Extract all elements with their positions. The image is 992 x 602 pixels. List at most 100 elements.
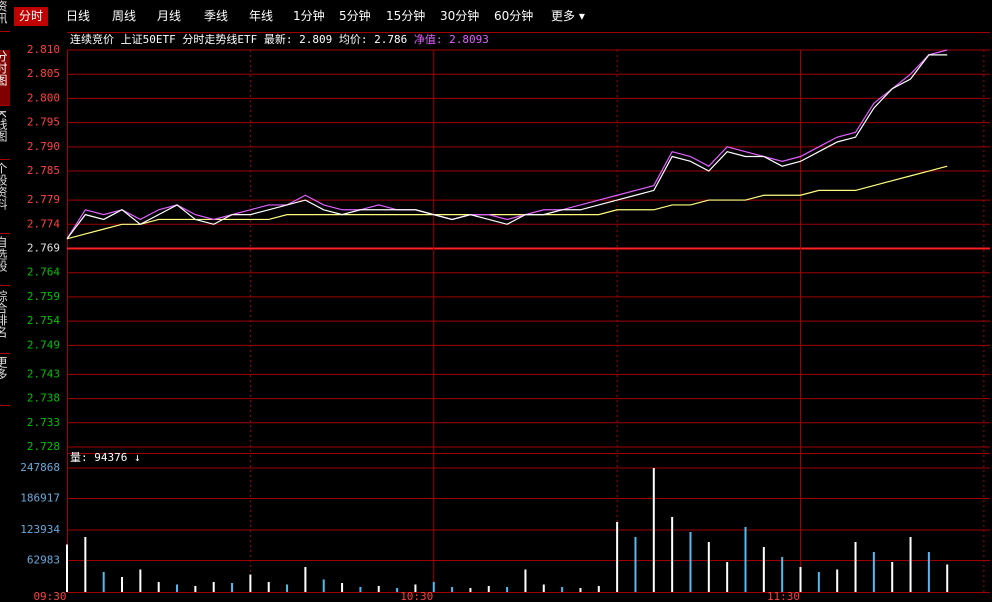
y-tick-label: 247868	[20, 461, 60, 474]
volume-bar	[854, 541, 857, 592]
volume-bar	[176, 584, 179, 592]
volume-bar	[396, 587, 399, 592]
y-tick-label: 2.779	[27, 193, 60, 206]
volume-bar	[469, 587, 472, 592]
tab[interactable]: 60分钟	[494, 9, 534, 23]
x-tick-label: 10:30	[400, 590, 433, 602]
tab-label: 更多	[551, 9, 576, 23]
title: 连续竞价 上证50ETF 分时走势线ETF	[70, 32, 257, 46]
volume-bar	[726, 561, 729, 592]
tab[interactable]: 年线	[249, 9, 274, 23]
y-tick-label: 2.790	[27, 140, 60, 153]
legend-name: 最新:	[264, 32, 293, 46]
volume-bar	[542, 584, 545, 592]
y-tick-label: 62983	[27, 553, 60, 566]
volume-bar	[231, 582, 234, 592]
tab[interactable]: 分时	[14, 7, 49, 26]
side-tab[interactable]: 综合排名	[0, 290, 10, 354]
volume-bar	[524, 569, 527, 592]
side-tab[interactable]: 更多	[0, 356, 10, 406]
volume-bar	[579, 587, 582, 592]
legend-value: 2.786	[374, 33, 407, 46]
y-tick-label: 2.749	[27, 338, 60, 351]
volume-bar	[762, 546, 765, 592]
dropdown-arrow: ▾	[578, 9, 585, 23]
tab[interactable]: 15分钟	[386, 9, 426, 23]
y-tick-label: 2.743	[27, 367, 60, 380]
tab[interactable]: 5分钟	[339, 9, 371, 23]
volume-bar	[817, 571, 820, 592]
tab[interactable]: 30分钟	[440, 9, 480, 23]
volume-bar	[946, 564, 949, 592]
tab[interactable]: 周线	[112, 9, 137, 23]
volume-bar	[597, 585, 600, 592]
volume-bar	[286, 584, 289, 592]
volume-bar	[194, 585, 197, 592]
volume-arrow: ↓	[134, 451, 141, 464]
side-tab[interactable]: 个股资料	[0, 162, 10, 234]
legend-name: 净值:	[414, 32, 443, 46]
tab[interactable]: 日线	[66, 9, 91, 23]
volume-bar	[616, 521, 619, 592]
volume-bar	[781, 556, 784, 592]
volume-bar	[561, 586, 564, 592]
y-tick-label: 2.769	[27, 242, 60, 255]
y-tick-label: 2.810	[27, 43, 60, 56]
volume-bar	[414, 584, 417, 592]
tab[interactable]: 1分钟	[293, 9, 325, 23]
tab[interactable]: 月线	[157, 9, 182, 23]
volume-bar	[689, 531, 692, 592]
y-tick-label: 2.774	[27, 217, 60, 230]
side-tab[interactable]: 分时图	[0, 50, 10, 106]
volume-bar	[652, 468, 655, 592]
volume-bar	[487, 585, 490, 592]
volume-bar	[909, 536, 912, 592]
legend-value: 2.809	[299, 33, 332, 46]
volume-header: 量: 94376 ↓	[70, 451, 141, 464]
volume-bar	[744, 526, 747, 592]
side-tab[interactable]: K线图	[0, 110, 10, 160]
x-tick-label: 09:30	[33, 590, 66, 602]
y-tick-label: 186917	[20, 491, 60, 504]
volume-bar	[506, 586, 509, 592]
panel-border	[67, 453, 990, 454]
volume-bar	[102, 571, 105, 592]
tab-bar: 分时 日线 周线 月线 季线 年线 1分钟 5分钟 15分钟 30分钟 60分钟…	[0, 0, 992, 32]
y-tick-label: 2.764	[27, 266, 60, 279]
volume-bar	[121, 576, 124, 592]
y-tick-label: 123934	[20, 523, 60, 536]
y-tick-label: 2.754	[27, 314, 60, 327]
volume-bar	[451, 586, 454, 592]
volume-bar	[157, 581, 160, 592]
volume-bar	[139, 569, 142, 592]
volume-bar	[359, 586, 362, 592]
panel-border	[67, 32, 990, 33]
y-tick-label: 2.759	[27, 290, 60, 303]
sidebar: 资讯 分时图 K线图 个股资料 自选股 综合排名 更多	[0, 0, 10, 410]
volume-bar	[799, 566, 802, 592]
volume-bar	[267, 581, 270, 592]
y-tick-label: 2.800	[27, 91, 60, 104]
volume-bar	[249, 574, 252, 592]
y-tick-label: 2.738	[27, 392, 60, 405]
legend-value: 2.8093	[449, 33, 489, 46]
y-tick-label: 2.795	[27, 116, 60, 129]
volume-bar	[212, 581, 215, 592]
volume-title: 量:	[70, 451, 88, 464]
volume-bar	[671, 516, 674, 592]
volume-bar	[84, 536, 87, 592]
side-tab[interactable]: 资讯	[0, 0, 10, 32]
tab[interactable]: 季线	[204, 9, 229, 23]
price-line	[66, 165, 948, 240]
volume-bar	[836, 569, 839, 592]
legend-name: 均价:	[339, 33, 368, 46]
volume-bar	[707, 541, 710, 592]
volume-bar	[927, 551, 930, 592]
tab-more[interactable]: 更多 ▾	[546, 7, 590, 26]
x-tick-label: 11:30	[767, 590, 800, 602]
side-tab[interactable]: 自选股	[0, 236, 10, 286]
y-tick-label: 2.805	[27, 67, 60, 80]
volume-bar	[66, 544, 68, 592]
